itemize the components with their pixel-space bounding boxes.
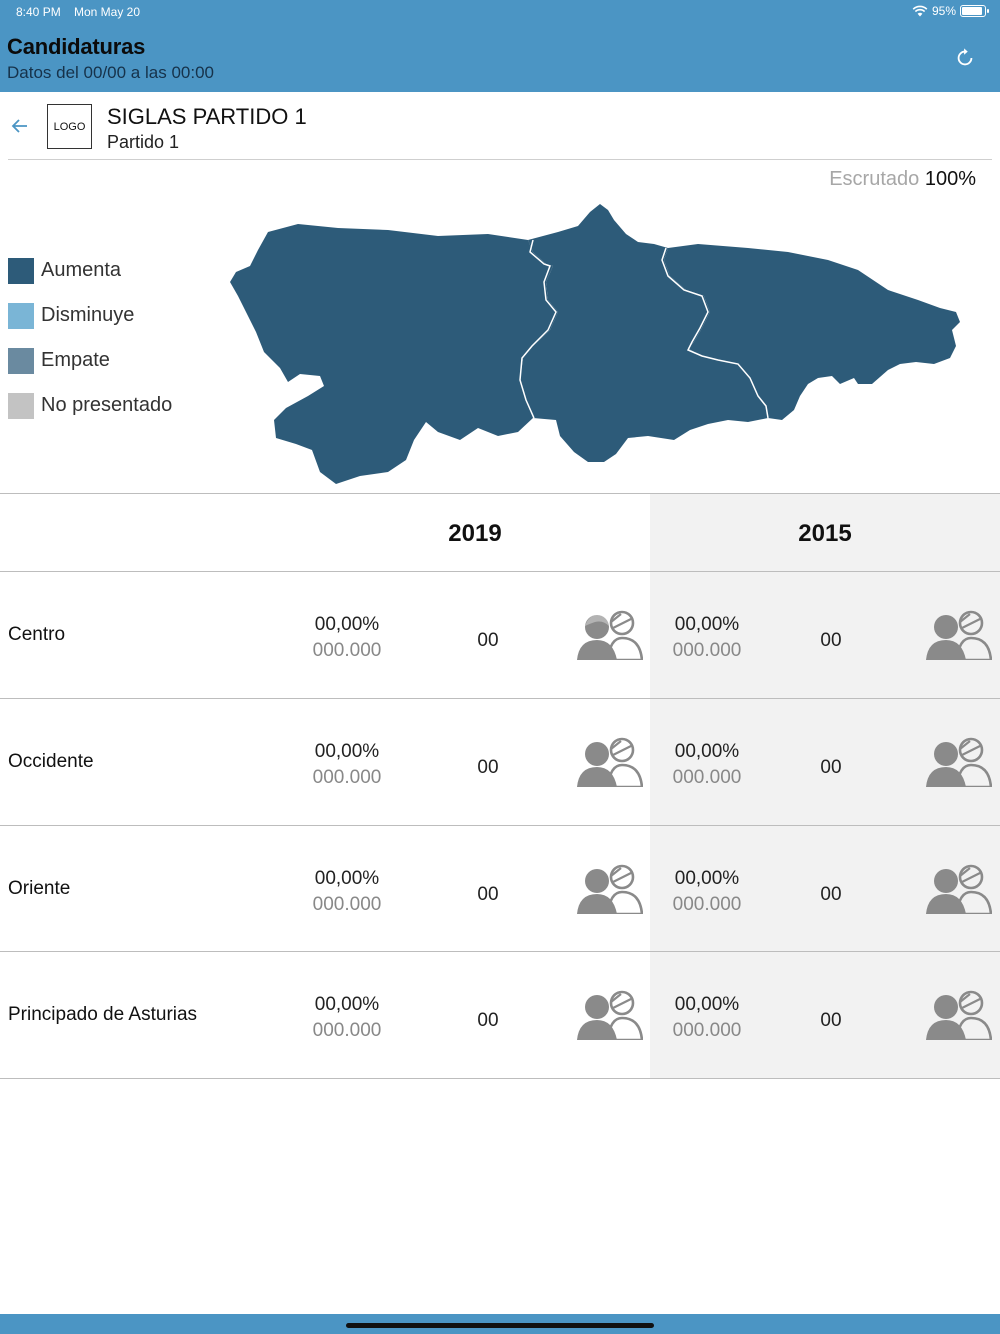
table-row[interactable]: Occidente 00,00% 000.000 00 00,00% 000.0… bbox=[0, 699, 1000, 826]
legend-swatch bbox=[8, 347, 34, 374]
home-indicator[interactable] bbox=[346, 1323, 654, 1328]
party-header: LOGO SIGLAS PARTIDO 1 Partido 1 bbox=[0, 92, 1000, 160]
seats-2015: 00 bbox=[820, 756, 842, 778]
percent-2015: 00,00% bbox=[674, 994, 740, 1016]
map-border-east bbox=[661, 247, 769, 419]
divider bbox=[0, 493, 1000, 494]
wifi-icon bbox=[912, 5, 928, 17]
party-name: Partido 1 bbox=[107, 132, 180, 152]
legend-label: Empate bbox=[41, 349, 110, 371]
candidates-icon[interactable] bbox=[577, 737, 643, 787]
candidates-icon[interactable] bbox=[926, 610, 992, 660]
legend-label: Aumenta bbox=[41, 259, 122, 281]
percent-2019: 00,00% bbox=[314, 740, 380, 762]
party-abbreviation: SIGLAS PARTIDO 1 bbox=[107, 104, 307, 129]
legend-label: Disminuye bbox=[41, 304, 135, 326]
row-label: Oriente bbox=[8, 877, 71, 899]
candidates-icon[interactable] bbox=[577, 990, 643, 1041]
votes-2019: 000.000 bbox=[312, 766, 382, 788]
year-header-current: 2019 bbox=[448, 520, 502, 547]
row-label: Occidente bbox=[8, 750, 94, 772]
party-logo: LOGO bbox=[47, 104, 92, 149]
table-row[interactable]: Centro 00,00% 000.000 00 00,00% 000.000 … bbox=[0, 572, 1000, 699]
top-bar: 8:40 PM Mon May 20 95% Candidaturas Dato… bbox=[0, 0, 1000, 92]
divider bbox=[8, 159, 992, 160]
legend-item-aumenta: Aumenta bbox=[8, 248, 172, 293]
votes-2019: 000.000 bbox=[312, 893, 382, 915]
status-date: Mon May 20 bbox=[74, 5, 141, 19]
legend-item-empate: Empate bbox=[8, 338, 172, 383]
battery-icon bbox=[960, 5, 989, 17]
legend-swatch bbox=[8, 257, 34, 284]
legend-swatch bbox=[8, 302, 34, 329]
status-bar: 8:40 PM Mon May 20 95% bbox=[16, 4, 989, 20]
year-header-previous: 2015 bbox=[798, 520, 852, 547]
percent-2019: 00,00% bbox=[314, 614, 380, 635]
seats-2015: 00 bbox=[820, 883, 842, 905]
candidates-icon[interactable] bbox=[926, 990, 992, 1041]
percent-2015: 00,00% bbox=[674, 614, 740, 635]
refresh-icon[interactable] bbox=[954, 47, 976, 69]
scrutiny-value: 100% bbox=[924, 168, 976, 190]
row-label: Centro bbox=[8, 624, 66, 645]
arrow-left-icon[interactable] bbox=[8, 114, 32, 138]
percent-2015: 00,00% bbox=[674, 867, 740, 889]
seats-2015: 00 bbox=[820, 630, 842, 651]
map-region-centro[interactable] bbox=[520, 204, 768, 462]
scrutiny-label: Escrutado bbox=[829, 168, 920, 190]
seats-2015: 00 bbox=[820, 1010, 842, 1032]
percent-2015: 00,00% bbox=[674, 740, 740, 762]
votes-2019: 000.000 bbox=[312, 1020, 382, 1042]
data-timestamp: Datos del 00/00 a las 00:00 bbox=[7, 63, 214, 82]
legend-item-disminuye: Disminuye bbox=[8, 293, 172, 338]
legend-swatch bbox=[8, 392, 34, 419]
seats-2019: 00 bbox=[477, 1010, 499, 1032]
percent-2019: 00,00% bbox=[314, 867, 380, 889]
seats-2019: 00 bbox=[477, 883, 499, 905]
scrutiny-indicator: Escrutado 100% bbox=[829, 168, 976, 191]
table-row[interactable]: Principado de Asturias 00,00% 000.000 00… bbox=[0, 952, 1000, 1079]
status-time: 8:40 PM bbox=[16, 5, 61, 19]
seats-2019: 00 bbox=[477, 756, 499, 778]
candidates-icon[interactable] bbox=[577, 610, 643, 660]
map-border-west bbox=[519, 239, 557, 419]
map-region-occidente[interactable] bbox=[230, 224, 558, 484]
region-map bbox=[230, 204, 960, 484]
legend-label: No presentado bbox=[41, 394, 173, 416]
results-table: 2019 2015 Centro 00,00% 000.000 00 00,00… bbox=[0, 494, 1000, 1079]
table-header: 2019 2015 bbox=[0, 494, 1000, 572]
votes-2015: 000.000 bbox=[672, 893, 742, 915]
status-right: 95% bbox=[912, 4, 989, 18]
map-region-oriente[interactable] bbox=[664, 244, 960, 420]
row-label: Principado de Asturias bbox=[8, 1004, 198, 1026]
map-legend: Aumenta Disminuye Empate No presentado bbox=[8, 248, 172, 428]
candidates-icon[interactable] bbox=[926, 737, 992, 787]
seats-2019: 00 bbox=[477, 630, 499, 651]
percent-2019: 00,00% bbox=[314, 994, 380, 1016]
candidates-icon[interactable] bbox=[926, 864, 992, 914]
votes-2015: 000.000 bbox=[672, 766, 742, 788]
candidates-icon[interactable] bbox=[577, 864, 643, 914]
votes-2015: 000.000 bbox=[672, 640, 742, 661]
votes-2019: 000.000 bbox=[312, 640, 382, 661]
votes-2015: 000.000 bbox=[672, 1020, 742, 1042]
legend-item-no-presentado: No presentado bbox=[8, 383, 172, 428]
page-title: Candidaturas bbox=[7, 34, 146, 59]
table-row[interactable]: Oriente 00,00% 000.000 00 00,00% 000.000… bbox=[0, 826, 1000, 953]
battery-percent: 95% bbox=[931, 4, 956, 18]
